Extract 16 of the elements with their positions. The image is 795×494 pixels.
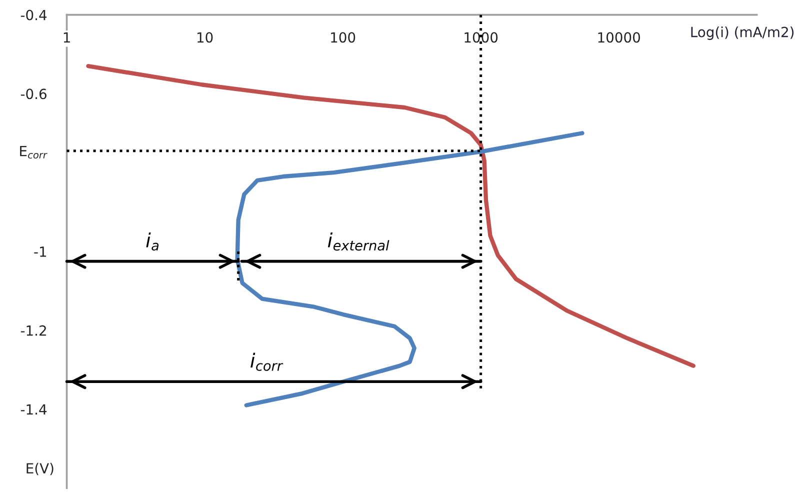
x-tick-label: 1000 [464, 32, 498, 43]
y-tick-label: -1 [34, 246, 46, 257]
x-tick-label: 10000 [598, 32, 640, 43]
y-axis-title: E(V) [26, 462, 54, 476]
x-tick-label: 1 [64, 32, 70, 42]
x-tick-label: 100 [331, 32, 356, 43]
annotation: i$_{corr}$ [250, 352, 284, 371]
annotation: i$_{external}$ [328, 232, 390, 251]
y-tick-label: -1.4 [20, 404, 47, 414]
y-tick-label: -0.6 [20, 88, 46, 100]
x-axis-title: Log(i) (mA/m2) [691, 26, 794, 40]
y-tick-label: E$_{corr}$ [20, 146, 48, 159]
y-tick-label: -1.2 [20, 325, 46, 336]
x-tick-label: 10 [197, 32, 213, 43]
y-tick-label: -0.4 [20, 10, 47, 20]
annotation: i$_{a}$ [146, 232, 159, 251]
